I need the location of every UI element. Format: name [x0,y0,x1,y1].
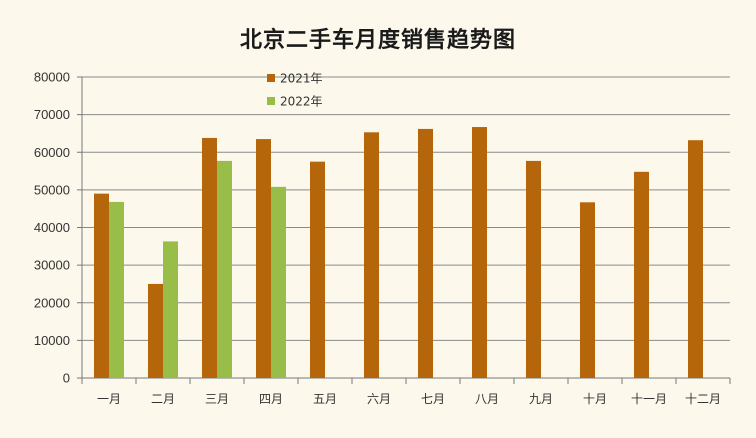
y-tick-label: 30000 [34,258,70,273]
bar-2022 [217,160,232,378]
x-category-label: 十月 [583,392,607,406]
y-tick-label: 40000 [34,220,70,235]
bar-2021 [526,160,541,378]
x-category-label: 五月 [313,392,337,406]
bar-2022 [271,186,286,378]
y-tick-label: 80000 [34,70,70,85]
bar-2021 [148,283,163,378]
legend-label: 2022年 [280,95,323,109]
x-category-label: 十一月 [631,392,667,406]
y-tick-label: 10000 [34,333,70,348]
bar-2021 [202,137,217,378]
bar-2022 [109,201,124,378]
x-category-label: 三月 [205,392,229,406]
chart-title: 北京二手车月度销售趋势图 [239,28,516,53]
bar-2021 [634,171,649,378]
legend-swatch [267,97,275,105]
y-tick-label: 60000 [34,145,70,160]
bar-2021 [310,161,325,378]
y-tick-label: 0 [63,371,70,386]
bar-2021 [94,193,109,378]
x-category-label: 一月 [97,392,121,406]
y-tick-label: 20000 [34,295,70,310]
bar-2021 [580,202,595,378]
bar-2021 [256,139,271,378]
legend-swatch [267,74,275,82]
x-category-label: 八月 [475,392,499,406]
legend-label: 2021年 [280,72,323,86]
bar-2021 [418,128,433,378]
x-category-label: 六月 [367,392,391,406]
x-category-label: 四月 [259,392,283,406]
y-tick-label: 70000 [34,107,70,122]
x-category-label: 二月 [151,392,175,406]
x-category-label: 九月 [529,392,553,406]
x-category-label: 七月 [421,392,445,406]
bar-2021 [472,127,487,378]
y-tick-label: 50000 [34,182,70,197]
bar-2022 [163,241,178,378]
bar-2021 [688,140,703,378]
x-category-label: 十二月 [685,392,721,406]
bar-2021 [364,132,379,378]
